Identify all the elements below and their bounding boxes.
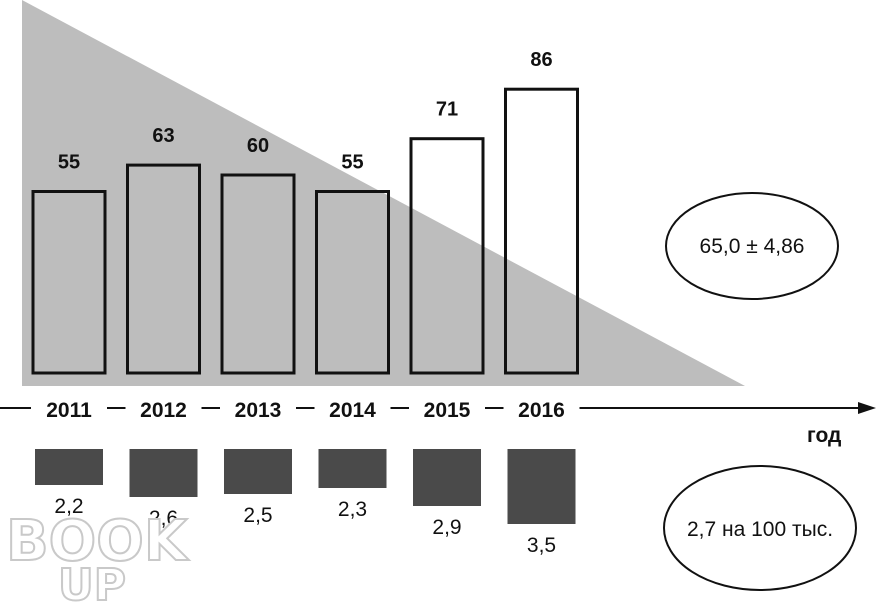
watermark-up: UP [58, 560, 126, 603]
bar-value-label-2016: 86 [530, 49, 552, 71]
rate-bar-2016 [507, 449, 576, 524]
summary-mean-label: 65,0 ± 4,86 [700, 235, 805, 258]
rate-bar-2014 [318, 449, 387, 488]
year-label-bg-2016 [503, 396, 580, 420]
rate-bar-label-2014: 2,3 [338, 498, 367, 521]
year-label-bg-2013 [220, 396, 296, 420]
rate-bar-2011 [35, 449, 103, 485]
rate-bar-2015 [413, 449, 481, 506]
rate-bar-label-2015: 2,9 [432, 516, 461, 539]
x-axis-arrow-icon [858, 402, 876, 414]
year-label-2014: 2014 [329, 399, 376, 422]
rate-bar-2013 [224, 449, 292, 494]
bottom-bars [35, 449, 576, 524]
bar-2016 [504, 87, 579, 375]
x-axis-label: год [807, 424, 841, 447]
bar-2015 [409, 137, 485, 375]
rate-bar-2012 [129, 449, 198, 497]
top-value-labels: 55 63 60 55 71 86 [58, 49, 553, 173]
summary-rate-label: 2,7 на 100 тыс. [687, 518, 833, 541]
year-label-2015: 2015 [424, 399, 471, 422]
bar-2012 [126, 163, 201, 375]
year-label-bg-2011 [31, 396, 107, 420]
watermark: BOOK UP [5, 508, 191, 603]
bar-value-label-2014: 55 [341, 152, 363, 174]
bar-value-label-2013: 60 [247, 135, 269, 157]
bar-value-label-2015: 71 [436, 99, 458, 121]
top-bars [31, 87, 579, 375]
bar-value-label-2012: 63 [152, 125, 174, 147]
rate-bar-label-2013: 2,5 [243, 504, 272, 527]
year-label-bg-2015 [409, 396, 485, 420]
bar-2014 [315, 190, 390, 375]
rate-bar-label-2011: 2,2 [54, 495, 83, 518]
year-label-2011: 2011 [46, 399, 92, 422]
year-label-bg-2012 [125, 396, 202, 420]
bar-2013 [220, 173, 296, 375]
year-label-2012: 2012 [140, 399, 187, 422]
bottom-value-labels: 2,2 2,6 2,5 2,3 2,9 3,5 [54, 495, 556, 557]
bar-2011 [31, 190, 107, 375]
year-label-2016: 2016 [518, 399, 565, 422]
watermark-book: BOOK [6, 509, 190, 574]
bar-value-label-2011: 55 [58, 152, 80, 174]
summary-ellipse-rate [663, 465, 857, 591]
year-label-2013: 2013 [235, 399, 282, 422]
summary-ellipse-mean [665, 192, 839, 300]
year-labels: 2011 2012 2013 2014 2015 2016 [31, 396, 580, 422]
year-label-bg-2014 [314, 396, 391, 420]
rate-bar-label-2016: 3,5 [527, 534, 556, 557]
rate-bar-label-2012: 2,6 [149, 507, 178, 530]
